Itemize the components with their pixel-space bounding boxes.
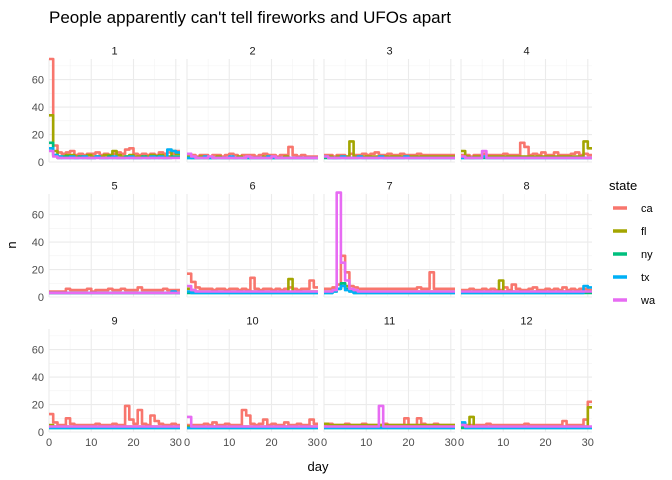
y-tick-label: 0 (38, 292, 44, 304)
y-tick-label: 40 (32, 102, 44, 114)
facet-strip-label: 9 (111, 316, 117, 328)
series-line-wa (324, 191, 455, 293)
series-line-wa (187, 152, 318, 160)
legend-item-ca: ca (613, 203, 654, 215)
facet-panel-7: 7 (323, 181, 455, 298)
series-line-wa (49, 149, 180, 160)
facet-panel-9: 9 0 20 40 60 0 10 20 30 (32, 316, 182, 450)
x-tick-label: 30 (582, 437, 594, 449)
facet-panel-1: 1 0 20 40 60 (32, 46, 180, 169)
x-tick-label: 20 (539, 437, 551, 449)
series-line-fl (461, 140, 592, 160)
legend-item-fl: fl (613, 226, 647, 238)
x-tick-label: 10 (497, 437, 509, 449)
y-axis-title: n (4, 241, 19, 248)
facet-strip-label: 2 (249, 46, 255, 58)
series-line-ca (49, 286, 180, 293)
y-tick-label: 60 (32, 345, 44, 357)
facet-panel-4: 4 (460, 46, 592, 163)
x-tick-label: 20 (265, 437, 277, 449)
series-line-tx (461, 284, 592, 295)
x-tick-label: 10 (85, 437, 97, 449)
series-line-wa (461, 149, 592, 160)
x-tick-label: 10 (223, 437, 235, 449)
facet-strip-label: 7 (386, 181, 392, 193)
facet-strip-label: 5 (111, 181, 117, 193)
facet-panel-10: 10 0 10 20 30 (184, 316, 320, 450)
series-line-wa (461, 423, 592, 428)
legend-label: ca (641, 203, 654, 215)
facet-strip-label: 11 (384, 316, 395, 328)
series-line-fl (49, 114, 180, 158)
y-tick-label: 40 (32, 372, 44, 384)
y-tick-label: 60 (32, 210, 44, 222)
series-line-ca (461, 141, 592, 158)
facet-panel-6: 6 (186, 181, 318, 298)
x-tick-label: 30 (308, 437, 320, 449)
x-tick-label: 30 (445, 437, 457, 449)
legend-label: tx (641, 272, 650, 284)
y-tick-label: 0 (38, 157, 44, 169)
y-tick-label: 40 (32, 237, 44, 249)
facet-panel-3: 3 (323, 46, 455, 163)
legend: state ca fl ny tx wa (609, 178, 656, 307)
y-tick-label: 20 (32, 130, 44, 142)
chart-title: People apparently can't tell fireworks a… (49, 8, 451, 27)
series-line-ca (187, 272, 318, 292)
y-tick-label: 20 (32, 265, 44, 277)
series-line-wa (187, 415, 318, 428)
facet-panel-5: 5 0 20 40 60 (32, 181, 180, 304)
x-axis-title: day (308, 459, 329, 474)
facet-strip-label: 8 (523, 181, 529, 193)
y-tick-label: 60 (32, 75, 44, 87)
facet-strip-label: 12 (520, 316, 532, 328)
series-line-ca (461, 283, 592, 292)
series-line-wa (324, 404, 455, 428)
x-tick-label: 30 (170, 437, 182, 449)
y-tick-label: 20 (32, 400, 44, 412)
legend-label: ny (641, 249, 653, 261)
facet-strip-label: 6 (249, 181, 255, 193)
facet-strip-label: 1 (111, 46, 117, 58)
series-line-tx (324, 284, 455, 295)
series-line-wa (187, 284, 318, 293)
legend-item-tx: tx (613, 272, 650, 284)
legend-item-ny: ny (613, 249, 653, 261)
x-tick-label: 0 (458, 437, 464, 449)
facet-panel-11: 11 0 10 20 30 (321, 316, 457, 450)
series-line-ca (49, 404, 180, 427)
series-line-fl (324, 422, 455, 427)
facet-strip-label: 4 (523, 46, 529, 58)
legend-label: wa (640, 295, 656, 307)
legend-label: fl (641, 226, 647, 238)
x-tick-label: 10 (360, 437, 372, 449)
x-tick-label: 20 (402, 437, 414, 449)
series-line-wa (324, 155, 455, 160)
facet-panel-12: 12 0 10 20 30 (458, 316, 594, 450)
series-line-tx (461, 421, 592, 430)
x-tick-label: 0 (184, 437, 190, 449)
series-line-ca (187, 408, 318, 427)
y-tick-label: 0 (38, 427, 44, 439)
facet-strip-label: 10 (246, 316, 258, 328)
legend-item-wa: wa (613, 295, 656, 307)
series-line-ca (461, 400, 592, 427)
x-tick-label: 20 (127, 437, 139, 449)
facet-panel-2: 2 (186, 46, 318, 163)
facet-strip-label: 3 (386, 46, 392, 58)
x-tick-label: 0 (46, 437, 52, 449)
legend-title: state (609, 178, 637, 193)
x-tick-label: 0 (321, 437, 327, 449)
facet-panel-8: 8 (460, 181, 592, 298)
series-line-tx (187, 290, 318, 295)
